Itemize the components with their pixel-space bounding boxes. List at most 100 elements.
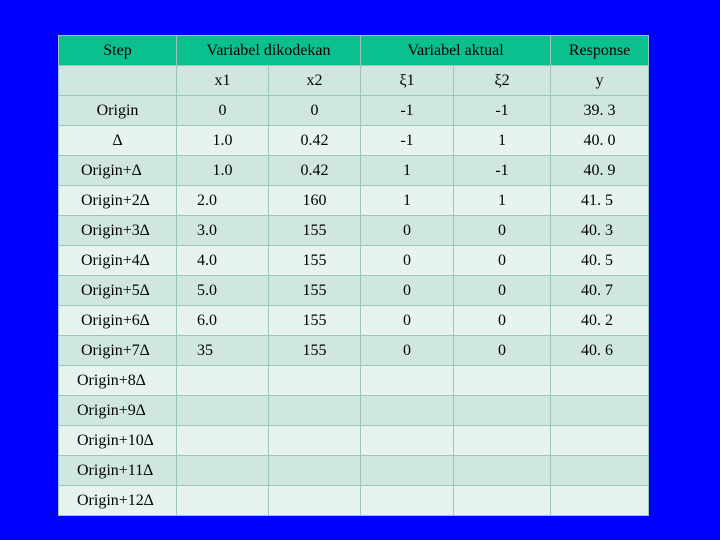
table-row: Origin+6∆ 6.0 155 0 0 40. 2: [58, 305, 650, 336]
value-cell-x2: [267, 485, 362, 516]
header-coded-variables: Variabel dikodekan: [175, 35, 362, 66]
value-cell-xi2: 0: [453, 335, 552, 366]
value-cell-xi1: [360, 425, 455, 456]
value-cell-x1: 35: [176, 335, 269, 366]
table-row: Origin+11∆: [58, 455, 650, 486]
value-cell-x2: [267, 425, 362, 456]
value-cell-x2: [267, 365, 362, 396]
value-cell-y: 40. 7: [550, 275, 650, 306]
value-cell-xi1: 0: [360, 215, 455, 246]
value-cell-xi2: [453, 395, 552, 426]
value-cell-xi2: [453, 485, 552, 516]
value-cell-xi2: 0: [453, 215, 552, 246]
step-cell: Origin+9∆: [58, 395, 177, 426]
value-cell-x1: 3.0: [176, 215, 269, 246]
value-cell-xi2: 0: [453, 275, 552, 306]
subheader-cell: x1: [176, 65, 269, 96]
table-row: Origin+8∆: [58, 365, 650, 396]
value-cell-y: 40. 5: [550, 245, 650, 276]
table-row: Origin+5∆ 5.0 155 0 0 40. 7: [58, 275, 650, 306]
subheader-cell: x2: [267, 65, 362, 96]
table-row: Origin+9∆: [58, 395, 650, 426]
value-cell-x1: [176, 485, 269, 516]
value-cell-xi1: 1: [360, 185, 455, 216]
value-cell-xi2: [453, 365, 552, 396]
value-cell-x1: 2.0: [176, 185, 269, 216]
step-cell: Origin+8∆: [58, 365, 177, 396]
value-cell-x2: [267, 395, 362, 426]
value-cell-xi1: 0: [360, 335, 455, 366]
value-cell-x2: 0.42: [267, 125, 362, 156]
step-cell: Origin+7∆: [58, 335, 177, 366]
table-row: Origin+12∆: [58, 485, 650, 516]
table-row: ∆ 1.0 0.42 -1 1 40. 0: [58, 125, 650, 156]
value-cell-xi1: [360, 455, 455, 486]
step-cell: Origin+10∆: [58, 425, 177, 456]
value-cell-x1: 4.0: [176, 245, 269, 276]
value-cell-xi1: -1: [360, 125, 455, 156]
value-cell-x1: 1.0: [176, 155, 269, 186]
table-row: Origin+∆ 1.0 0.42 1 -1 40. 9: [58, 155, 650, 186]
subheader-cell: ξ2: [453, 65, 552, 96]
value-cell-y: 40. 3: [550, 215, 650, 246]
value-cell-x2: [267, 455, 362, 486]
header-row: Step Variabel dikodekan Variabel aktual …: [58, 35, 650, 66]
value-cell-xi2: -1: [453, 155, 552, 186]
value-cell-y: 40. 0: [550, 125, 650, 156]
subheader-empty-cell: [58, 65, 177, 96]
value-cell-x2: 155: [267, 245, 362, 276]
value-cell-xi2: -1: [453, 95, 552, 126]
value-cell-x2: 155: [267, 305, 362, 336]
value-cell-y: [550, 365, 650, 396]
subheader-cell: y: [550, 65, 650, 96]
subheader-row: x1 x2 ξ1 ξ2 y: [58, 65, 650, 96]
value-cell-xi2: 0: [453, 305, 552, 336]
value-cell-xi1: [360, 395, 455, 426]
value-cell-x1: [176, 425, 269, 456]
step-cell: Origin+3∆: [58, 215, 177, 246]
step-cell: Origin: [58, 95, 177, 126]
value-cell-y: 41. 5: [550, 185, 650, 216]
value-cell-x1: [176, 395, 269, 426]
value-cell-y: [550, 455, 650, 486]
value-cell-xi1: 0: [360, 245, 455, 276]
step-cell: Origin+2∆: [58, 185, 177, 216]
table-row: Origin+10∆: [58, 425, 650, 456]
table-row: Origin+2∆ 2.0 160 1 1 41. 5: [58, 185, 650, 216]
step-cell: Origin+12∆: [58, 485, 177, 516]
value-cell-y: [550, 425, 650, 456]
header-actual-variables: Variabel aktual: [360, 35, 552, 66]
value-cell-x1: 1.0: [176, 125, 269, 156]
subheader-cell: ξ1: [360, 65, 455, 96]
table-body: x1 x2 ξ1 ξ2 y Origin 0 0 -1 -1 39. 3 ∆ 1.0 0.42 -1 1 40.…: [58, 65, 650, 516]
table-row: Origin+4∆ 4.0 155 0 0 40. 5: [58, 245, 650, 276]
value-cell-y: 39. 3: [550, 95, 650, 126]
step-cell: Origin+6∆: [58, 305, 177, 336]
value-cell-x2: 155: [267, 275, 362, 306]
value-cell-xi1: -1: [360, 95, 455, 126]
value-cell-x2: 160: [267, 185, 362, 216]
value-cell-xi2: [453, 455, 552, 486]
table-row: Origin 0 0 -1 -1 39. 3: [58, 95, 650, 126]
value-cell-xi2: 0: [453, 245, 552, 276]
value-cell-x2: 155: [267, 215, 362, 246]
value-cell-y: 40. 6: [550, 335, 650, 366]
value-cell-y: [550, 395, 650, 426]
header-step: Step: [58, 35, 177, 66]
steepest-ascent-table: Step Variabel dikodekan Variabel aktual …: [58, 35, 650, 516]
value-cell-x1: 5.0: [176, 275, 269, 306]
step-cell: Origin+5∆: [58, 275, 177, 306]
value-cell-x1: [176, 365, 269, 396]
value-cell-xi2: 1: [453, 125, 552, 156]
value-cell-x2: 0: [267, 95, 362, 126]
value-cell-x1: 0: [176, 95, 269, 126]
value-cell-xi2: [453, 425, 552, 456]
header-response: Response: [550, 35, 650, 66]
value-cell-xi2: 1: [453, 185, 552, 216]
table-row: Origin+7∆ 35 155 0 0 40. 6: [58, 335, 650, 366]
value-cell-xi1: [360, 485, 455, 516]
value-cell-xi1: [360, 365, 455, 396]
value-cell-x2: 0.42: [267, 155, 362, 186]
value-cell-xi1: 1: [360, 155, 455, 186]
table-row: Origin+3∆ 3.0 155 0 0 40. 3: [58, 215, 650, 246]
